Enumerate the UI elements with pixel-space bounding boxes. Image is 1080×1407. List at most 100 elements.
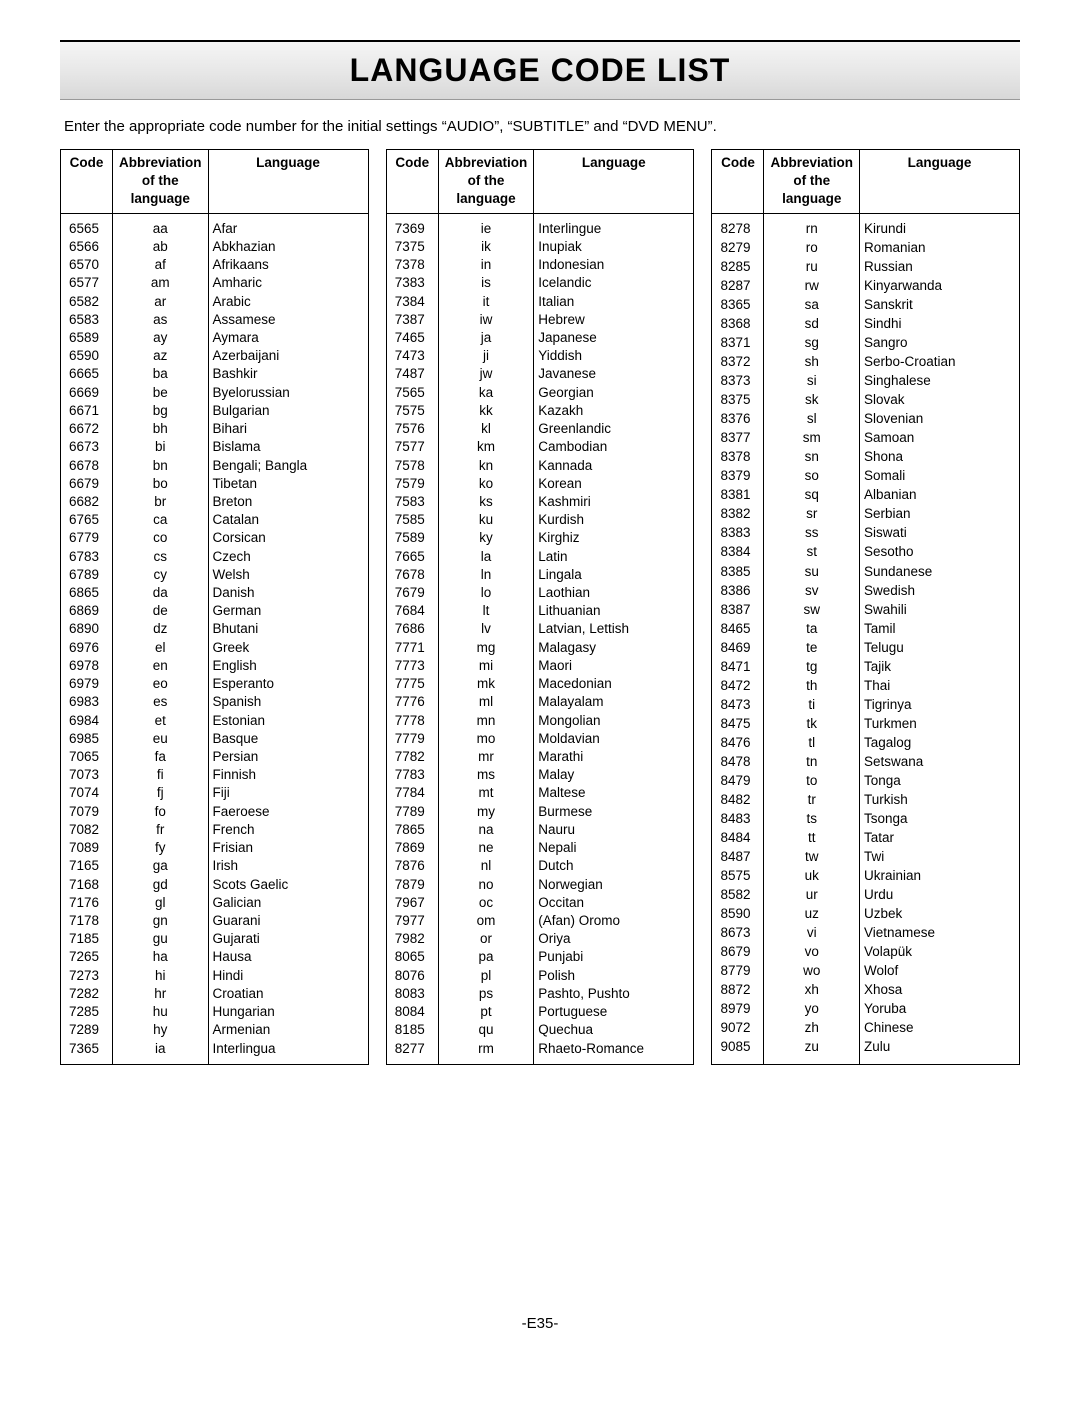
table-row: 8387swSwahili — [712, 601, 1020, 620]
abbr-cell: ms — [438, 766, 534, 784]
table-row: 7773miMaori — [386, 657, 694, 675]
col-header-lang: Language — [859, 150, 1019, 214]
table-row: 8382srSerbian — [712, 505, 1020, 524]
language-cell: Greenlandic — [534, 420, 694, 438]
language-cell: Japanese — [534, 329, 694, 347]
language-cell: Somali — [859, 467, 1019, 486]
abbr-cell: hi — [113, 967, 209, 985]
abbr-cell: rm — [438, 1040, 534, 1065]
table-row: 8065paPunjabi — [386, 948, 694, 966]
table-row: 8379soSomali — [712, 467, 1020, 486]
table-row: 6779coCorsican — [61, 529, 369, 547]
table-row: 6589ayAymara — [61, 329, 369, 347]
code-cell: 6577 — [61, 274, 113, 292]
table-row: 8365saSanskrit — [712, 296, 1020, 315]
code-cell: 7165 — [61, 857, 113, 875]
table-row: 7365iaInterlingua — [61, 1040, 369, 1065]
code-cell: 7487 — [386, 365, 438, 383]
table-row: 8371sgSangro — [712, 334, 1020, 353]
code-cell: 6589 — [61, 329, 113, 347]
abbr-cell: ks — [438, 493, 534, 511]
abbr-cell: nl — [438, 857, 534, 875]
code-cell: 8479 — [712, 772, 764, 791]
language-cell: Polish — [534, 967, 694, 985]
code-cell: 7576 — [386, 420, 438, 438]
language-cell: Latin — [534, 548, 694, 566]
col-header-lang: Language — [208, 150, 368, 214]
abbr-cell: da — [113, 584, 209, 602]
language-cell: Interlingua — [208, 1040, 368, 1065]
abbr-cell: dz — [113, 620, 209, 638]
code-cell: 8277 — [386, 1040, 438, 1065]
abbr-cell: lt — [438, 602, 534, 620]
col-header-lang: Language — [534, 150, 694, 214]
table-row: 8378snShona — [712, 448, 1020, 467]
code-cell: 6673 — [61, 438, 113, 456]
code-cell: 7869 — [386, 839, 438, 857]
abbr-cell: gd — [113, 876, 209, 894]
language-cell: Fiji — [208, 784, 368, 802]
code-cell: 6679 — [61, 475, 113, 493]
abbr-cell: hy — [113, 1021, 209, 1039]
code-cell: 6583 — [61, 311, 113, 329]
language-cell: Frisian — [208, 839, 368, 857]
table-row: 8368sdSindhi — [712, 315, 1020, 334]
code-cell: 7079 — [61, 803, 113, 821]
abbr-cell: in — [438, 256, 534, 274]
language-table-3: Code Abbreviation of the language Langua… — [711, 149, 1020, 1065]
code-cell: 6565 — [61, 213, 113, 238]
table-row: 7577kmCambodian — [386, 438, 694, 456]
abbr-cell: el — [113, 639, 209, 657]
abbr-cell: to — [764, 772, 860, 791]
language-cell: Inupiak — [534, 238, 694, 256]
table-row: 8279roRomanian — [712, 239, 1020, 258]
language-cell: Twi — [859, 848, 1019, 867]
code-cell: 7583 — [386, 493, 438, 511]
language-cell: Yoruba — [859, 1000, 1019, 1019]
abbr-cell: fy — [113, 839, 209, 857]
abbr-cell: am — [113, 274, 209, 292]
language-cell: Malay — [534, 766, 694, 784]
language-cell: Danish — [208, 584, 368, 602]
abbr-cell: mg — [438, 639, 534, 657]
table-row: 8483tsTsonga — [712, 810, 1020, 829]
table-row: 8471tgTajik — [712, 658, 1020, 677]
code-cell: 6678 — [61, 457, 113, 475]
abbr-cell: ur — [764, 886, 860, 905]
language-cell: Sangro — [859, 334, 1019, 353]
code-cell: 7168 — [61, 876, 113, 894]
code-cell: 8478 — [712, 753, 764, 772]
page-title: LANGUAGE CODE LIST — [60, 52, 1020, 89]
table-row: 7378inIndonesian — [386, 256, 694, 274]
table-row: 6672bhBihari — [61, 420, 369, 438]
table-row: 6789cyWelsh — [61, 566, 369, 584]
abbr-cell: ie — [438, 213, 534, 238]
tables-container: Code Abbreviation of the language Langua… — [60, 149, 1020, 1065]
abbr-cell: ji — [438, 347, 534, 365]
code-cell: 8378 — [712, 448, 764, 467]
language-cell: Tsonga — [859, 810, 1019, 829]
code-cell: 7589 — [386, 529, 438, 547]
code-cell: 8065 — [386, 948, 438, 966]
table-row: 6673biBislama — [61, 438, 369, 456]
abbr-cell: te — [764, 639, 860, 658]
code-cell: 7684 — [386, 602, 438, 620]
language-cell: Tigrinya — [859, 696, 1019, 715]
abbr-cell: sv — [764, 582, 860, 601]
code-cell: 7565 — [386, 384, 438, 402]
language-cell: Indonesian — [534, 256, 694, 274]
language-cell: Persian — [208, 748, 368, 766]
language-cell: Icelandic — [534, 274, 694, 292]
language-cell: Kinyarwanda — [859, 277, 1019, 296]
table-row: 7289hyArmenian — [61, 1021, 369, 1039]
abbr-cell: sw — [764, 601, 860, 620]
language-cell: Czech — [208, 548, 368, 566]
col-header-abbr: Abbreviation of the language — [764, 150, 860, 214]
code-cell: 7783 — [386, 766, 438, 784]
abbr-cell: fr — [113, 821, 209, 839]
language-cell: Armenian — [208, 1021, 368, 1039]
abbr-cell: ku — [438, 511, 534, 529]
language-cell: Hausa — [208, 948, 368, 966]
abbr-cell: hu — [113, 1003, 209, 1021]
abbr-cell: ta — [764, 620, 860, 639]
